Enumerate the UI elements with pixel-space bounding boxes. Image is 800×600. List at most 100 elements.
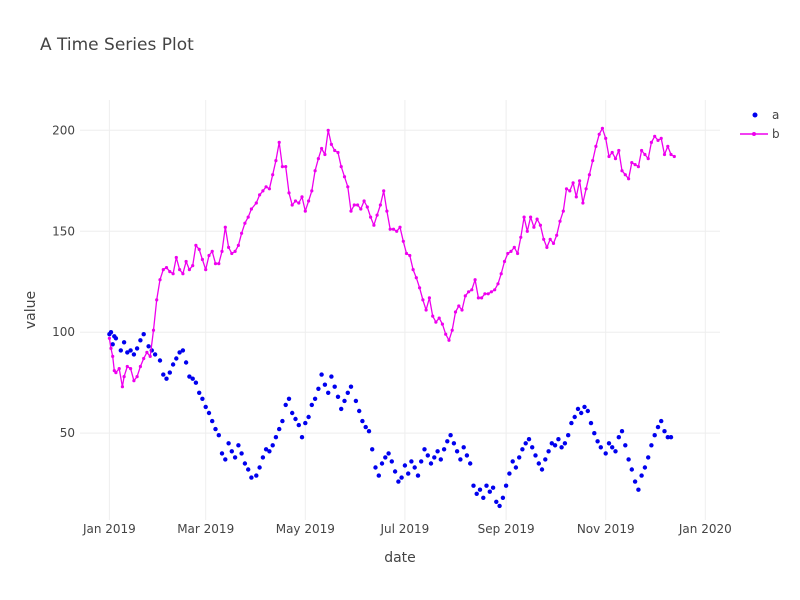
x-tick-label: Jul 2019: [379, 522, 429, 536]
series-a-point: [562, 441, 568, 446]
legend-item-b[interactable]: b: [740, 127, 780, 141]
series-b-point: [502, 259, 507, 264]
series-b-point: [210, 249, 214, 253]
x-axis-title: date: [384, 550, 416, 566]
y-tick-label: 50: [60, 426, 75, 440]
series-b-point: [587, 173, 592, 177]
series-a-point: [348, 384, 354, 389]
series-a-point: [263, 447, 269, 452]
series-a-point: [167, 370, 172, 375]
series-a-point: [468, 461, 473, 466]
series-a-point: [536, 461, 541, 466]
series-b-point: [404, 251, 409, 256]
series-b-point: [591, 159, 595, 163]
series-b-point: [656, 138, 660, 142]
series-a-point: [312, 396, 318, 401]
series-a-point: [595, 439, 600, 444]
series-a-point: [606, 441, 612, 446]
series-a-point: [533, 453, 538, 458]
series-b-point: [207, 253, 211, 258]
series-b-point: [138, 364, 142, 369]
series-a-point: [131, 352, 137, 357]
series-a-point: [477, 487, 483, 492]
series-b-point: [287, 191, 291, 195]
series-b-point: [659, 136, 663, 140]
series-b-point: [171, 272, 175, 276]
series-b-point: [649, 140, 654, 144]
series-b-point: [486, 292, 490, 296]
series-b-point: [122, 375, 126, 379]
series-b-point: [329, 142, 333, 146]
series-a-point: [546, 449, 551, 454]
series-b-point: [223, 225, 227, 229]
series-b-point: [398, 225, 402, 229]
series-a-point: [379, 461, 385, 466]
series-a-point: [190, 376, 195, 381]
series-a-point: [210, 418, 215, 424]
series-b-point: [672, 154, 676, 159]
series-a-point: [125, 350, 130, 355]
series-a-point: [118, 348, 124, 353]
series-b-point: [117, 367, 121, 371]
series-a-point: [639, 473, 644, 478]
y-tick-label: 100: [52, 325, 75, 339]
series-b-point: [434, 320, 438, 324]
series-b-point: [535, 217, 539, 221]
series-b-point: [600, 126, 605, 130]
series-a-point: [177, 350, 182, 355]
legend-item-a[interactable]: a: [752, 108, 780, 122]
series-b-point: [548, 237, 552, 241]
series-a-point: [659, 418, 664, 424]
series-b-point: [607, 154, 611, 159]
series-b-point: [213, 262, 218, 266]
series-a-point: [293, 416, 298, 422]
series-b-point: [594, 144, 598, 148]
x-tick-label: Nov 2019: [577, 522, 635, 536]
series-a-point: [290, 410, 295, 416]
series-a-point: [174, 356, 179, 361]
series-a-point: [242, 461, 248, 466]
series-a-point: [373, 465, 378, 470]
series-b-point: [401, 239, 405, 243]
series-a-point: [461, 445, 466, 450]
series-b-point: [493, 288, 497, 292]
series-a-point: [246, 467, 251, 472]
series-a-point: [649, 443, 654, 448]
series-a-point: [603, 451, 608, 456]
series-a-point: [500, 495, 506, 500]
axes: Jan 2019 Mar 2019 May 2019 Jul 2019 Sep 2019…: [52, 123, 732, 536]
series-a-point: [260, 455, 266, 460]
series-a-point: [345, 390, 350, 395]
series-b-point: [525, 229, 529, 233]
series-b-point: [204, 268, 208, 272]
series-b-point: [666, 144, 670, 148]
series-a-point: [474, 491, 479, 496]
series-b-point: [114, 371, 118, 375]
series-a-point: [187, 374, 192, 379]
series-a-point: [481, 495, 486, 500]
series-b-point: [516, 251, 520, 256]
series-b-point: [187, 268, 191, 272]
legend[interactable]: a b: [740, 108, 780, 141]
series-a-point: [216, 433, 221, 438]
series-b-point: [453, 310, 458, 314]
series-b-point: [564, 187, 569, 191]
series-a-point: [200, 396, 205, 401]
series-a-point: [277, 426, 282, 432]
series-b-point: [303, 209, 307, 213]
series-a-point: [517, 455, 522, 460]
series-a: [107, 330, 674, 509]
series-a-point: [623, 443, 628, 448]
y-axis-title: value: [23, 291, 39, 329]
series-b-point: [326, 128, 330, 132]
series-a-point: [428, 461, 434, 466]
series-b-point: [264, 185, 268, 189]
x-tick-label: May 2019: [276, 522, 335, 536]
series-b-point: [636, 165, 641, 169]
series-b-point: [181, 272, 185, 276]
series-a-point: [141, 332, 146, 337]
series-a-point: [487, 489, 492, 494]
series-b-point: [349, 209, 353, 213]
series-a-point: [399, 475, 404, 480]
series-b: [107, 126, 676, 389]
